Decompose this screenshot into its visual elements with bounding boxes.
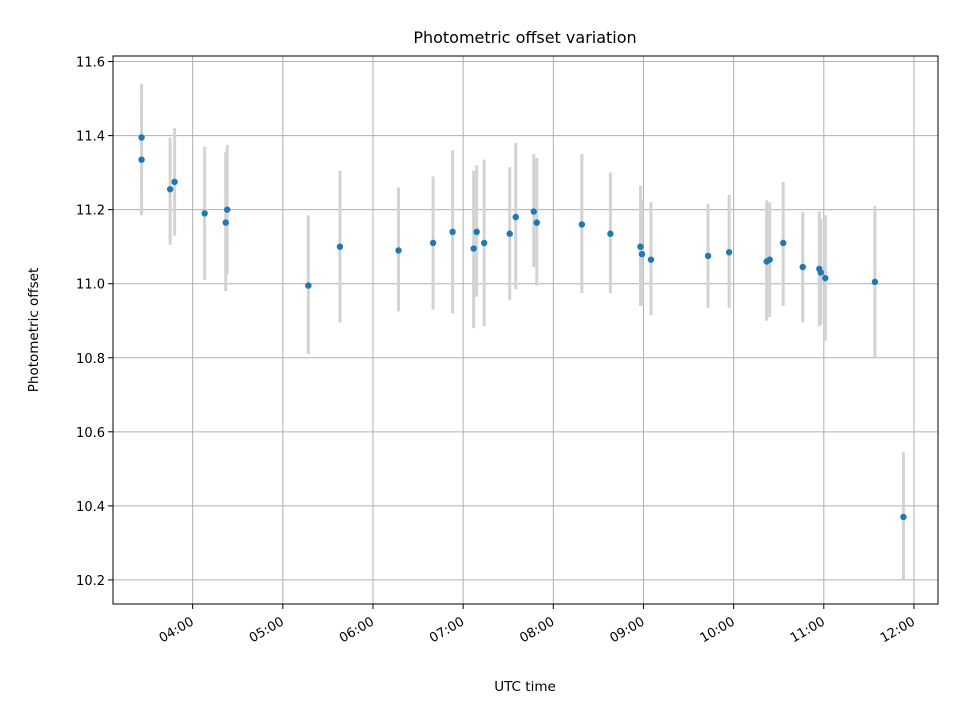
- data-point: [900, 513, 907, 521]
- y-tick-label: 11.4: [76, 130, 105, 145]
- data-point: [822, 274, 829, 282]
- data-point: [138, 134, 145, 141]
- data-point: [138, 156, 145, 163]
- data-point: [647, 256, 655, 263]
- data-point: [607, 230, 614, 237]
- data-point: [512, 213, 519, 221]
- data-point: [725, 249, 733, 256]
- data-point: [473, 228, 480, 236]
- data-point: [578, 221, 586, 228]
- y-tick-label: 10.8: [76, 352, 105, 367]
- y-tick-label: 10.4: [76, 500, 105, 515]
- data-point: [530, 208, 537, 215]
- data-point: [224, 206, 231, 213]
- y-axis-label: Photometric offset: [26, 268, 42, 392]
- data-point: [166, 186, 174, 193]
- y-tick-label: 11.0: [76, 278, 105, 293]
- data-point: [638, 250, 646, 258]
- data-point: [470, 245, 477, 252]
- y-tick-label: 10.6: [76, 426, 105, 441]
- data-point: [817, 269, 824, 276]
- data-point: [533, 219, 540, 226]
- data-point: [799, 263, 806, 271]
- data-point: [449, 228, 456, 236]
- data-point: [429, 239, 437, 247]
- y-tick-label: 11.2: [76, 204, 105, 219]
- grid: [113, 56, 938, 604]
- data-point: [871, 278, 879, 286]
- data-points: [138, 134, 907, 521]
- data-point: [336, 243, 344, 250]
- chart-title: Photometric offset variation: [413, 28, 636, 47]
- y-tick-label: 11.6: [76, 56, 105, 71]
- y-tick-label: 10.2: [76, 574, 105, 589]
- data-point: [637, 243, 644, 250]
- data-point: [506, 230, 513, 237]
- data-point: [704, 252, 712, 260]
- data-point: [480, 239, 488, 247]
- data-point: [766, 256, 773, 263]
- data-point: [171, 178, 178, 186]
- data-point: [780, 239, 787, 247]
- plot-frame: [112, 55, 939, 605]
- data-point: [395, 247, 402, 254]
- x-axis-label: UTC time: [494, 679, 556, 695]
- data-point: [305, 282, 312, 289]
- data-point: [201, 210, 208, 217]
- data-point: [222, 219, 229, 226]
